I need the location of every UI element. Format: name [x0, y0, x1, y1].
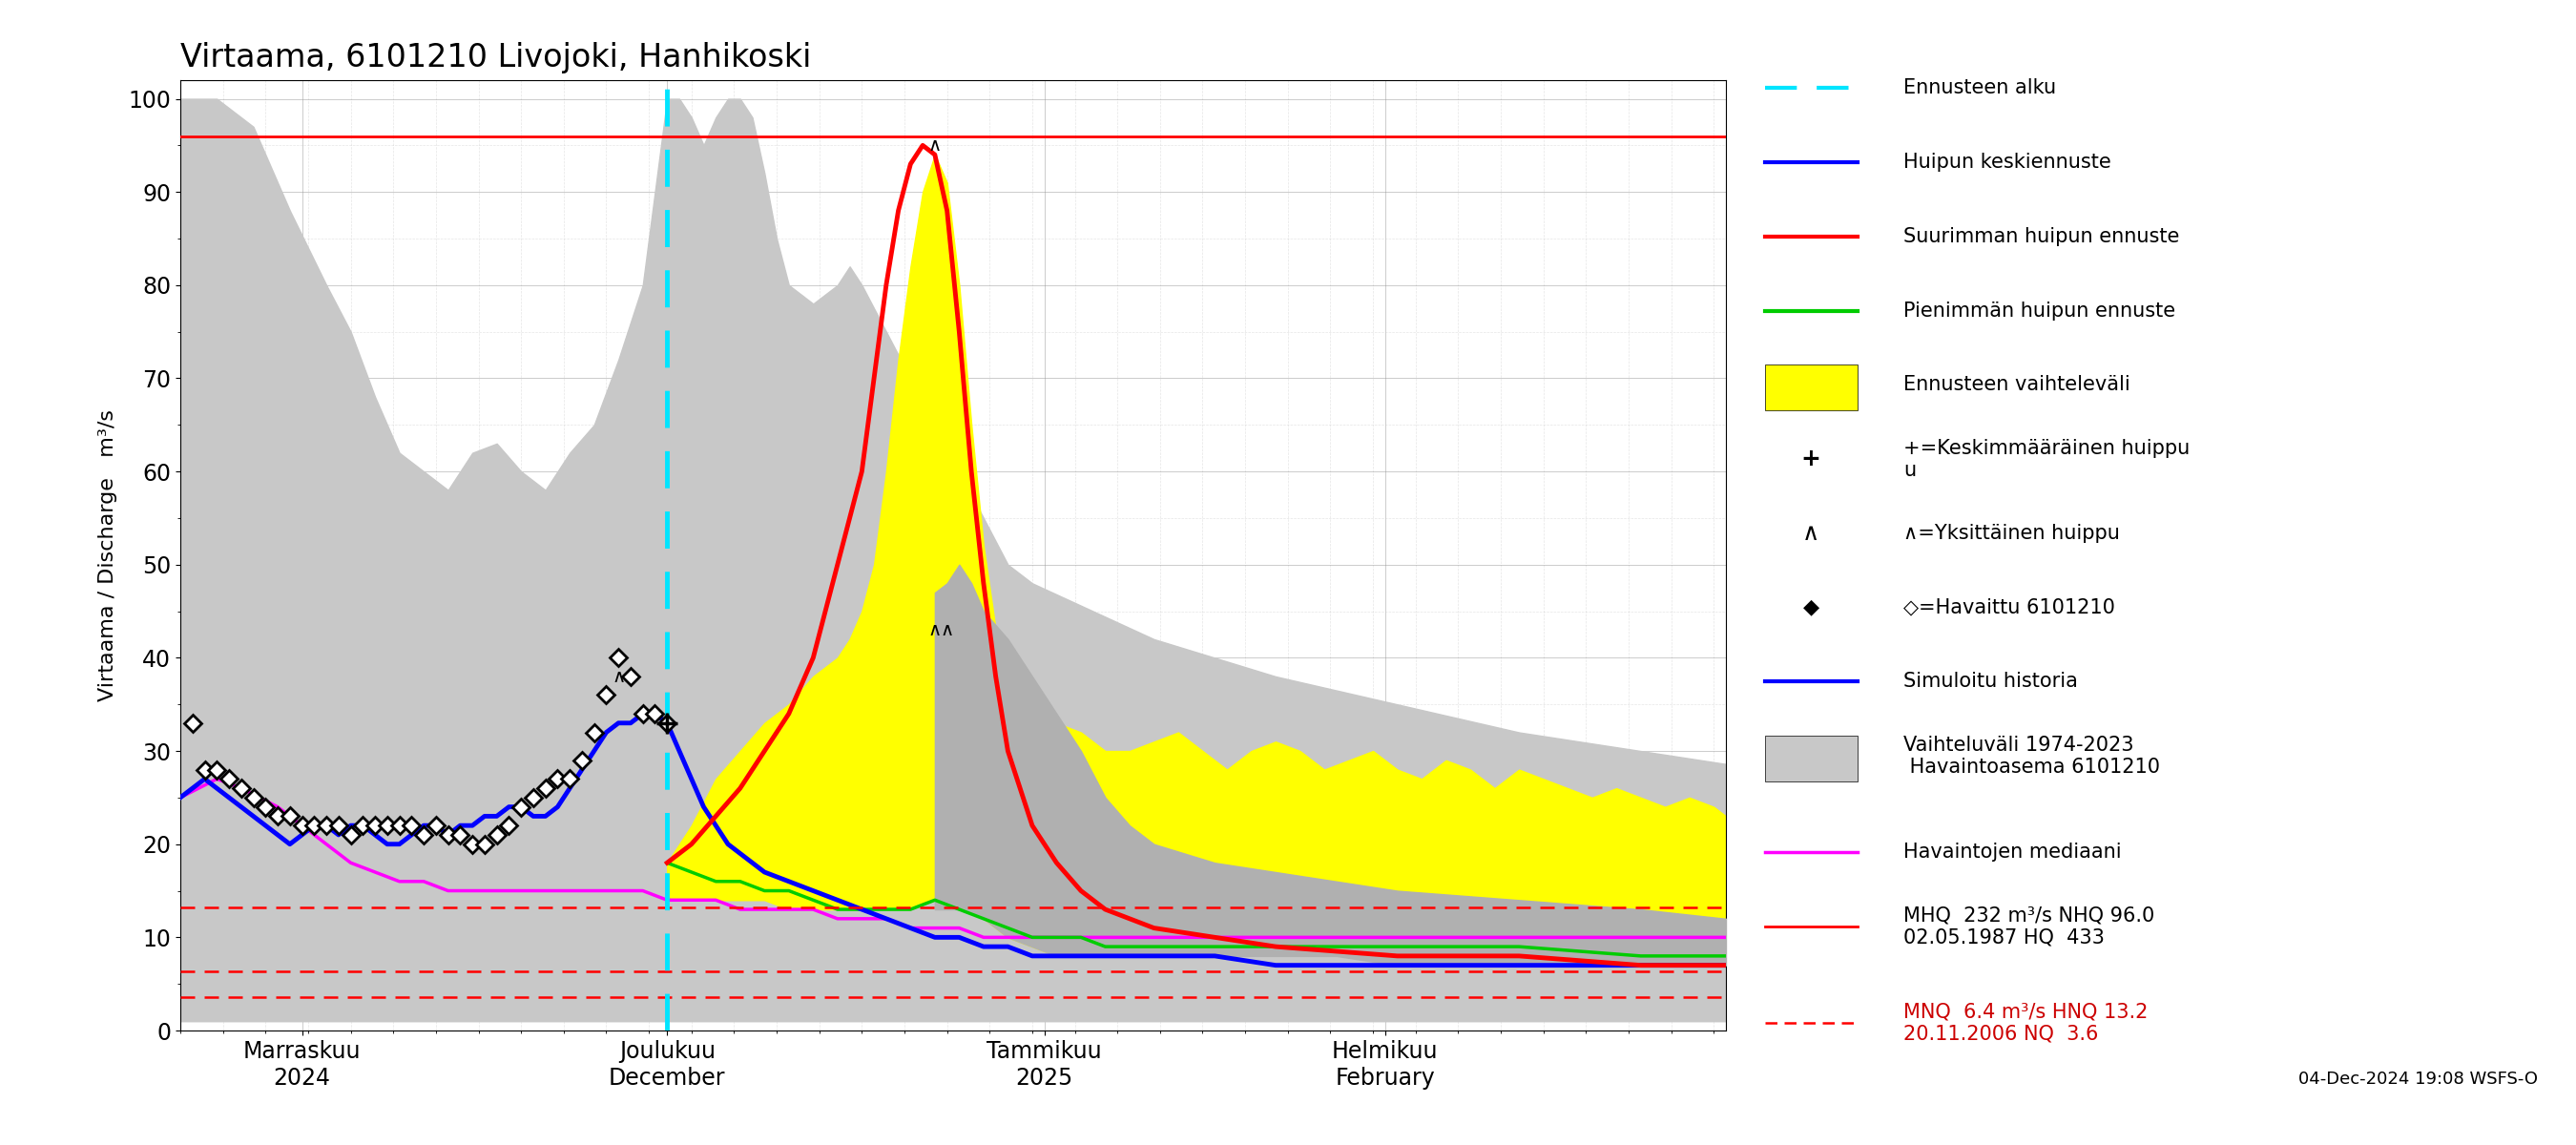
- Text: Huipun keskiennuste: Huipun keskiennuste: [1904, 152, 2112, 172]
- Text: ◆: ◆: [1803, 598, 1819, 617]
- Text: Havaintojen mediaani: Havaintojen mediaani: [1904, 843, 2123, 862]
- Text: ∧: ∧: [611, 668, 626, 686]
- Text: ∧: ∧: [927, 621, 943, 639]
- Text: MHQ  232 m³/s NHQ 96.0
02.05.1987 HQ  433: MHQ 232 m³/s NHQ 96.0 02.05.1987 HQ 433: [1904, 906, 2154, 947]
- Text: Virtaama, 6101210 Livojoki, Hanhikoski: Virtaama, 6101210 Livojoki, Hanhikoski: [180, 42, 811, 73]
- Text: +: +: [1801, 448, 1821, 471]
- Text: Ennusteen alku: Ennusteen alku: [1904, 79, 2056, 97]
- Text: ∧: ∧: [927, 136, 943, 155]
- Text: ∧: ∧: [940, 621, 953, 639]
- Bar: [1765, 364, 1857, 411]
- Text: Pienimmän huipun ennuste: Pienimmän huipun ennuste: [1904, 301, 2177, 321]
- Bar: [1765, 735, 1857, 782]
- Text: ∧: ∧: [1803, 522, 1819, 545]
- Text: 04-Dec-2024 19:08 WSFS-O: 04-Dec-2024 19:08 WSFS-O: [2298, 1071, 2537, 1088]
- Text: Simuloitu historia: Simuloitu historia: [1904, 672, 2079, 692]
- Text: Suurimman huipun ennuste: Suurimman huipun ennuste: [1904, 227, 2179, 246]
- Text: ◇=Havaittu 6101210: ◇=Havaittu 6101210: [1904, 598, 2115, 617]
- Text: Ennusteen vaihteleväli: Ennusteen vaihteleväli: [1904, 376, 2130, 395]
- Y-axis label: Virtaama / Discharge   m³/s: Virtaama / Discharge m³/s: [98, 409, 118, 701]
- Text: MNQ  6.4 m³/s HNQ 13.2
20.11.2006 NQ  3.6: MNQ 6.4 m³/s HNQ 13.2 20.11.2006 NQ 3.6: [1904, 1002, 2148, 1043]
- Text: Vaihteluväli 1974-2023
 Havaintoasema 6101210: Vaihteluväli 1974-2023 Havaintoasema 610…: [1904, 735, 2161, 776]
- Text: ∧=Yksittäinen huippu: ∧=Yksittäinen huippu: [1904, 523, 2120, 543]
- Text: +=Keskimmääräinen huippu
u: +=Keskimmääräinen huippu u: [1904, 439, 2190, 480]
